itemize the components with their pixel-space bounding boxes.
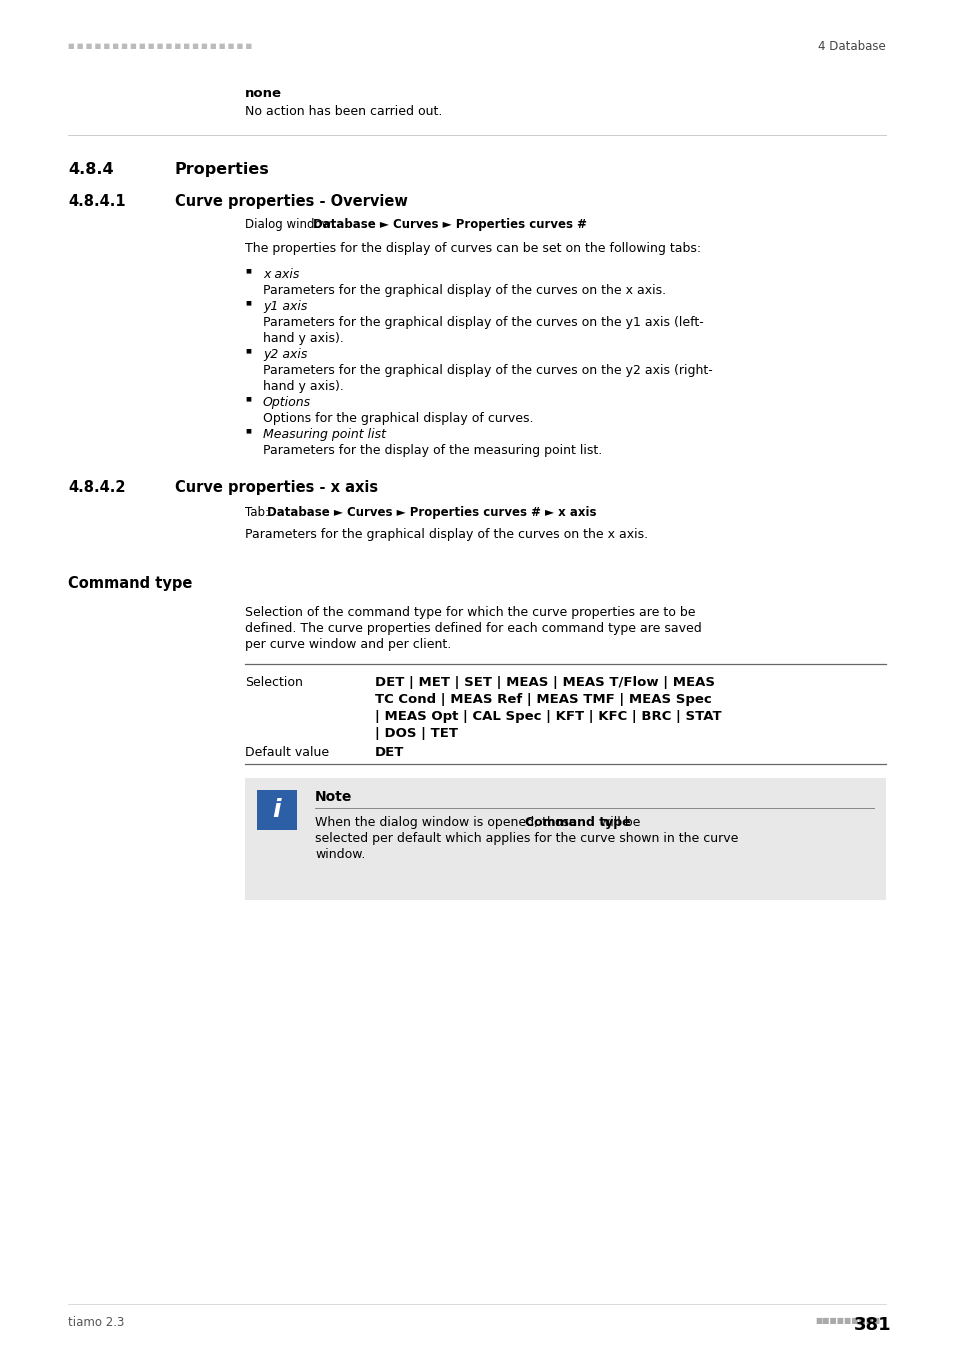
Text: Properties: Properties	[174, 162, 270, 177]
Text: When the dialog window is opened, those: When the dialog window is opened, those	[314, 815, 580, 829]
Text: hand y axis).: hand y axis).	[263, 332, 343, 346]
Text: Options: Options	[263, 396, 311, 409]
Text: ■: ■	[245, 348, 251, 352]
Text: Measuring point list: Measuring point list	[263, 428, 386, 441]
Text: | DOS | TET: | DOS | TET	[375, 728, 457, 740]
Text: hand y axis).: hand y axis).	[263, 379, 343, 393]
Text: DET: DET	[375, 747, 404, 759]
Text: will be: will be	[596, 815, 639, 829]
Text: Command type: Command type	[524, 815, 630, 829]
Text: Selection: Selection	[245, 676, 302, 688]
Text: ■: ■	[245, 269, 251, 273]
Text: defined. The curve properties defined for each command type are saved: defined. The curve properties defined fo…	[245, 622, 701, 634]
Text: 4.8.4: 4.8.4	[68, 162, 113, 177]
Text: Note: Note	[314, 790, 352, 805]
Text: ■: ■	[245, 428, 251, 433]
Text: 4 Database: 4 Database	[818, 39, 885, 53]
Text: Parameters for the display of the measuring point list.: Parameters for the display of the measur…	[263, 444, 601, 458]
FancyBboxPatch shape	[245, 778, 885, 900]
Text: per curve window and per client.: per curve window and per client.	[245, 639, 451, 651]
Text: Curve properties - x axis: Curve properties - x axis	[174, 481, 377, 495]
Text: Tab:: Tab:	[245, 506, 273, 518]
Text: Database ► Curves ► Properties curves #: Database ► Curves ► Properties curves #	[313, 217, 586, 231]
Text: Database ► Curves ► Properties curves # ► x axis: Database ► Curves ► Properties curves # …	[267, 506, 596, 518]
Text: No action has been carried out.: No action has been carried out.	[245, 105, 442, 117]
Text: Parameters for the graphical display of the curves on the x axis.: Parameters for the graphical display of …	[263, 284, 665, 297]
Text: y2 axis: y2 axis	[263, 348, 307, 360]
Text: ■■■■■■■■■: ■■■■■■■■■	[815, 1316, 880, 1324]
Text: Dialog window:: Dialog window:	[245, 217, 338, 231]
Text: selected per default which applies for the curve shown in the curve: selected per default which applies for t…	[314, 832, 738, 845]
Text: The properties for the display of curves can be set on the following tabs:: The properties for the display of curves…	[245, 242, 700, 255]
Text: Options for the graphical display of curves.: Options for the graphical display of cur…	[263, 412, 533, 425]
Text: DET | MET | SET | MEAS | MEAS T/Flow | MEAS: DET | MET | SET | MEAS | MEAS T/Flow | M…	[375, 676, 714, 688]
Text: x axis: x axis	[263, 269, 299, 281]
Text: 4.8.4.1: 4.8.4.1	[68, 194, 126, 209]
Text: ■: ■	[245, 300, 251, 305]
Text: Parameters for the graphical display of the curves on the x axis.: Parameters for the graphical display of …	[245, 528, 647, 541]
Text: 4.8.4.2: 4.8.4.2	[68, 481, 126, 495]
Text: ■ ■ ■ ■ ■ ■ ■ ■ ■ ■ ■ ■ ■ ■ ■ ■ ■ ■ ■ ■ ■: ■ ■ ■ ■ ■ ■ ■ ■ ■ ■ ■ ■ ■ ■ ■ ■ ■ ■ ■ ■ …	[68, 43, 252, 49]
Text: TC Cond | MEAS Ref | MEAS TMF | MEAS Spec: TC Cond | MEAS Ref | MEAS TMF | MEAS Spe…	[375, 693, 711, 706]
Text: i: i	[273, 798, 281, 822]
Text: | MEAS Opt | CAL Spec | KFT | KFC | BRC | STAT: | MEAS Opt | CAL Spec | KFT | KFC | BRC …	[375, 710, 720, 724]
Text: none: none	[245, 86, 282, 100]
Text: Command type: Command type	[68, 576, 193, 591]
Text: window.: window.	[314, 848, 365, 861]
Text: tiamo 2.3: tiamo 2.3	[68, 1316, 124, 1328]
Text: Selection of the command type for which the curve properties are to be: Selection of the command type for which …	[245, 606, 695, 620]
Text: Default value: Default value	[245, 747, 329, 759]
Text: Parameters for the graphical display of the curves on the y2 axis (right-: Parameters for the graphical display of …	[263, 364, 712, 377]
Text: Parameters for the graphical display of the curves on the y1 axis (left-: Parameters for the graphical display of …	[263, 316, 703, 329]
FancyBboxPatch shape	[256, 790, 296, 830]
Text: Curve properties - Overview: Curve properties - Overview	[174, 194, 408, 209]
Text: y1 axis: y1 axis	[263, 300, 307, 313]
Text: 381: 381	[853, 1316, 890, 1334]
Text: ■: ■	[245, 396, 251, 401]
